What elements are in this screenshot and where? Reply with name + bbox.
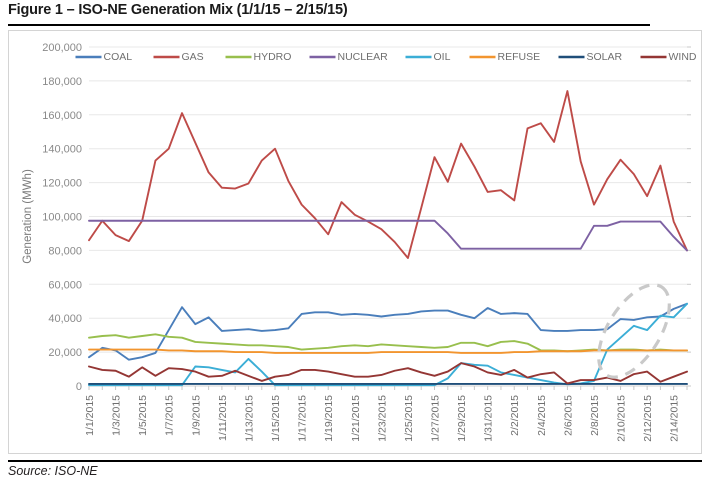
- legend-item-wind[interactable]: WIND: [640, 51, 697, 63]
- x-axis-tick-label: 1/1/2015: [84, 395, 96, 436]
- title-divider: [8, 24, 650, 26]
- series-line-wind: [88, 362, 688, 385]
- legend-item-oil[interactable]: OIL: [405, 51, 451, 63]
- x-axis-tick-label: 1/13/2015: [243, 395, 255, 442]
- x-axis-tick-label: 2/14/2015: [669, 395, 681, 442]
- y-axis-tick-label: 120,000: [42, 178, 82, 190]
- x-axis-tick-label: 2/6/2015: [562, 395, 574, 436]
- y-axis-tick-label: 140,000: [42, 144, 82, 156]
- x-axis-tick-label: 1/23/2015: [376, 395, 388, 442]
- x-axis-tick-label: 1/11/2015: [217, 395, 229, 441]
- series-line-gas: [88, 90, 688, 259]
- legend-label-nuclear: NUCLEAR: [338, 51, 389, 63]
- legend-label-wind: WIND: [669, 51, 697, 63]
- x-axis-tick-label: 1/5/2015: [137, 395, 149, 436]
- figure-title: Figure 1 – ISO-NE Generation Mix (1/1/15…: [8, 2, 348, 18]
- legend-item-solar[interactable]: SOLAR: [558, 51, 623, 63]
- legend-label-oil: OIL: [434, 51, 451, 63]
- chart-container: 0 20,000 40,000 60,000 80,000 100,000 120,000 1…: [8, 30, 702, 454]
- x-axis-tick-label: 1/21/2015: [350, 395, 362, 442]
- legend-item-gas[interactable]: GAS: [153, 51, 204, 63]
- series-line-oil: [88, 302, 688, 387]
- series-line-nuclear: [88, 219, 688, 252]
- legend-item-hydro[interactable]: HYDRO: [225, 51, 292, 63]
- series-line-hydro: [88, 333, 688, 353]
- y-axis-tick-label: 0: [76, 381, 82, 393]
- legend-item-refuse[interactable]: REFUSE: [469, 51, 541, 63]
- x-axis-tick-label: 1/3/2015: [111, 395, 123, 436]
- legend-label-refuse: REFUSE: [498, 51, 541, 63]
- legend-label-gas: GAS: [182, 51, 204, 63]
- x-axis-tick-label: 1/31/2015: [483, 395, 495, 442]
- x-axis-tick-label: 2/12/2015: [642, 395, 654, 442]
- legend-label-coal: COAL: [104, 51, 133, 63]
- x-axis-tick-label: 1/7/2015: [164, 395, 176, 436]
- y-axis-tick-label: 60,000: [48, 279, 82, 291]
- x-axis-tick-label: 2/10/2015: [616, 395, 628, 442]
- generation-mix-line-chart: 0 20,000 40,000 60,000 80,000 100,000 120,000 1…: [22, 42, 697, 442]
- legend-label-hydro: HYDRO: [254, 51, 292, 63]
- source-divider: [8, 460, 702, 462]
- y-axis-tick-label: 100,000: [42, 212, 82, 224]
- legend-item-coal[interactable]: COAL: [75, 51, 133, 63]
- y-axis-tick-label: 200,000: [42, 42, 82, 54]
- x-axis-tick-label: 1/9/2015: [190, 395, 202, 436]
- y-axis-title: Generation (MWh): [22, 169, 34, 264]
- x-axis-tick-label: 1/15/2015: [270, 395, 282, 442]
- x-axis-tick-label: 2/2/2015: [509, 395, 521, 436]
- x-axis-tick-label: 1/17/2015: [297, 395, 309, 442]
- y-axis-tick-label: 180,000: [42, 76, 82, 88]
- source-caption: Source: ISO-NE: [8, 464, 98, 478]
- y-axis-tick-label: 20,000: [48, 347, 82, 359]
- y-axis-tick-label: 160,000: [42, 110, 82, 122]
- x-axis-tick-label: 2/8/2015: [589, 395, 601, 436]
- y-axis-tick-label: 40,000: [48, 313, 82, 325]
- series-line-refuse: [88, 348, 688, 354]
- x-axis-tick-label: 2/4/2015: [536, 395, 548, 436]
- y-axis-tick-label: 80,000: [48, 245, 82, 257]
- x-axis-tick-label: 1/27/2015: [430, 395, 442, 442]
- legend-label-solar: SOLAR: [587, 51, 623, 63]
- x-axis-tick-label: 1/19/2015: [323, 395, 335, 442]
- x-axis-tick-label: 1/25/2015: [403, 395, 415, 442]
- series-line-coal: [88, 302, 688, 361]
- oil-surge-highlight-annotation: [597, 283, 671, 379]
- legend-item-nuclear[interactable]: NUCLEAR: [309, 51, 389, 63]
- x-axis-tick-label: 1/29/2015: [456, 395, 468, 442]
